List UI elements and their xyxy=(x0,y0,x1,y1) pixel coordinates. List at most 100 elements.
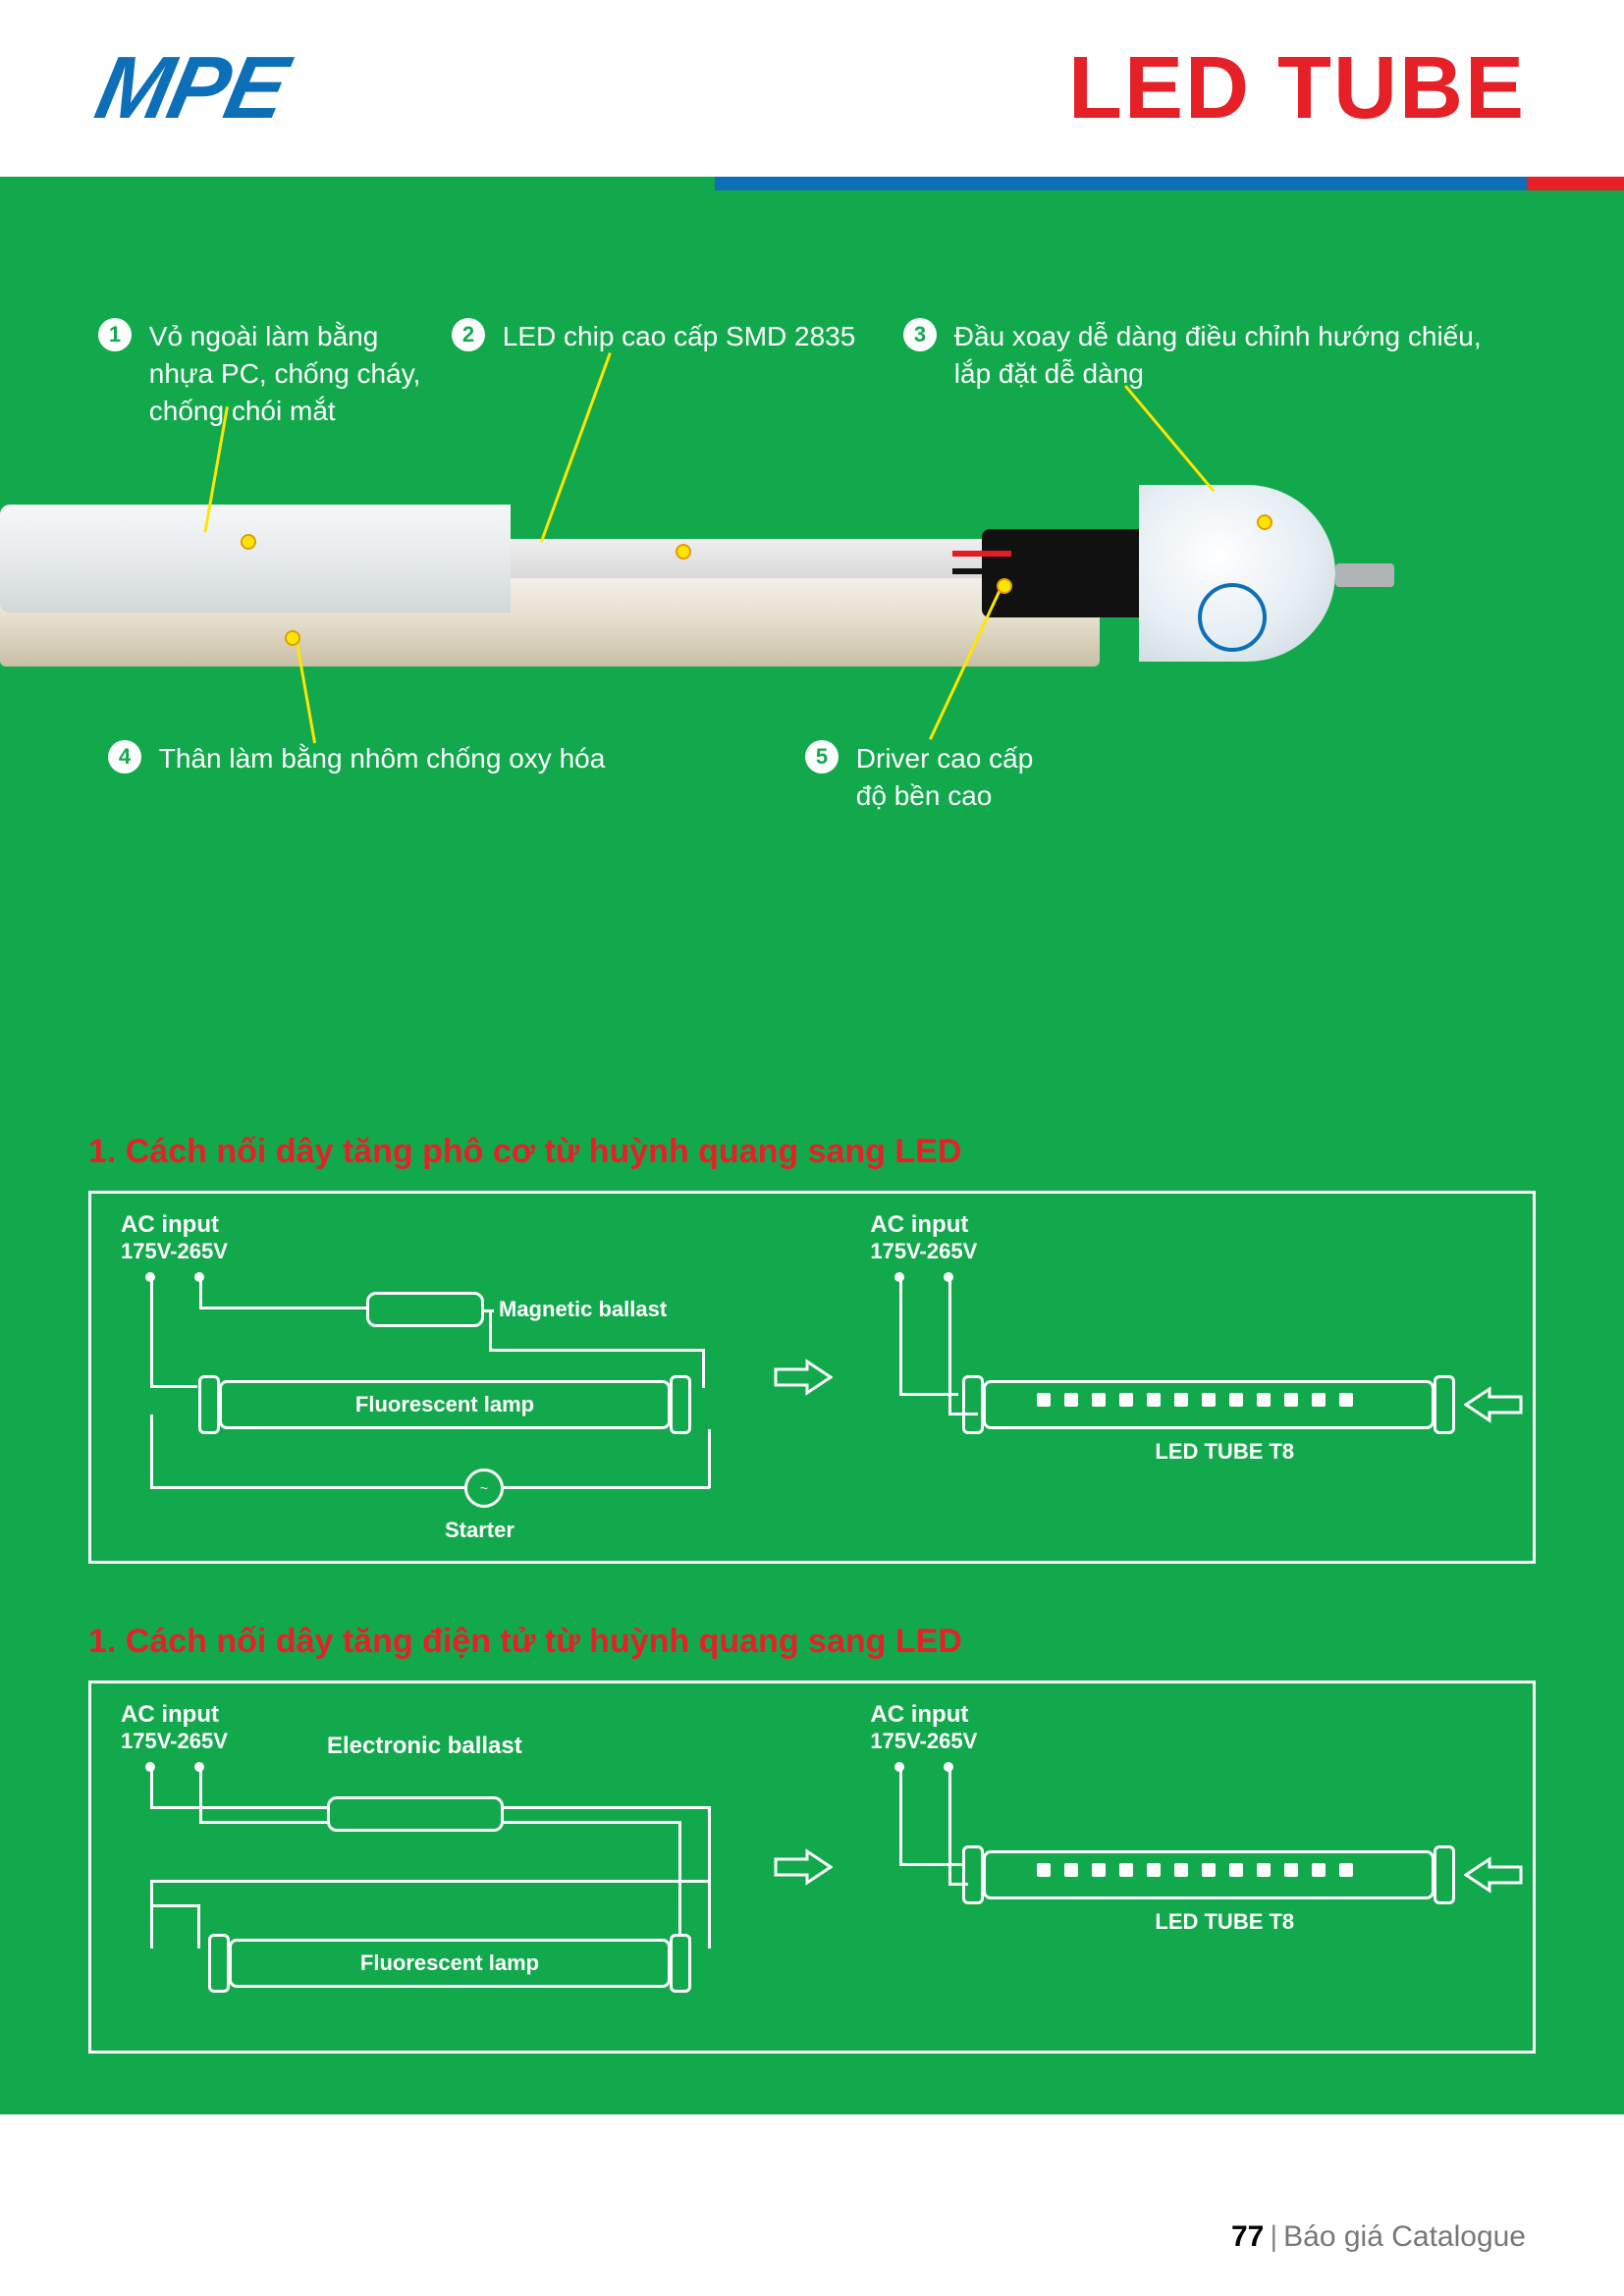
section-1-title: 1. Cách nối dây tăng phô cơ từ huỳnh qua… xyxy=(88,1133,1536,1171)
wire xyxy=(150,1486,464,1489)
electronic-ballast-label: Electronic ballast xyxy=(327,1733,522,1760)
pointer-dot-5 xyxy=(997,578,1012,594)
header-stripe xyxy=(0,177,1624,190)
section-2: 1. Cách nối dây tăng điện tử từ huỳnh qu… xyxy=(88,1623,1536,2054)
ac-input-text-1l: AC input xyxy=(121,1211,228,1239)
fluorescent-lamp-2: Fluorescent lamp xyxy=(229,1939,671,1988)
wire xyxy=(708,1806,711,1949)
transition-arrow-icon xyxy=(774,1358,833,1397)
wire xyxy=(948,1767,951,1885)
diagram-1-left: AC input 175V-265V Magnetic ballast xyxy=(91,1194,784,1561)
stripe-blue xyxy=(715,177,1527,190)
light-arrow-icon xyxy=(1464,1855,1523,1895)
lamp-cap-icon xyxy=(1434,1845,1455,1904)
page-header: MPE LED TUBE xyxy=(0,0,1624,177)
main-content: 1 Vỏ ngoài làm bằng nhựa PC, chống cháy,… xyxy=(0,190,1624,2114)
starter-label: Starter xyxy=(445,1518,514,1543)
wire xyxy=(708,1429,711,1488)
callout-2-number: 2 xyxy=(452,318,485,351)
wire xyxy=(702,1349,705,1388)
diagram-1-right: AC input 175V-265V LED TUBE T8 xyxy=(840,1194,1533,1561)
tube-pcb xyxy=(511,539,982,578)
diagram-2-right: AC input 175V-265V LED TUBE T8 xyxy=(840,1683,1533,2051)
tube-driver xyxy=(982,529,1159,617)
led-chip-row-icon xyxy=(1037,1863,1353,1877)
callout-5: 5 Driver cao cấp độ bền cao xyxy=(805,740,1033,815)
wire xyxy=(504,1486,710,1489)
wire xyxy=(199,1277,202,1307)
callout-1: 1 Vỏ ngoài làm bằng nhựa PC, chống cháy,… xyxy=(98,318,420,429)
light-arrow-icon xyxy=(1464,1385,1523,1424)
wire xyxy=(899,1863,963,1866)
wire xyxy=(150,1767,153,1806)
certification-stamp-icon xyxy=(1198,583,1267,652)
product-callouts: 1 Vỏ ngoài làm bằng nhựa PC, chống cháy,… xyxy=(0,190,1624,936)
ac-range-text-2l: 175V-265V xyxy=(121,1729,228,1754)
wire xyxy=(150,1806,327,1809)
wire xyxy=(150,1880,710,1883)
magnetic-ballast-label: Magnetic ballast xyxy=(499,1297,667,1322)
ac-input-label-2l: AC input 175V-265V xyxy=(121,1701,228,1754)
callout-4-text: Thân làm bằng nhôm chống oxy hóa xyxy=(159,740,606,777)
callout-3-text: Đầu xoay dễ dàng điều chỉnh hướng chiếu,… xyxy=(954,318,1482,393)
page-footer: 77 | Báo giá Catalogue xyxy=(0,2178,1624,2296)
lamp-cap-icon xyxy=(208,1934,230,1993)
callout-3-number: 3 xyxy=(903,318,937,351)
section-1-diagram: AC input 175V-265V Magnetic ballast xyxy=(88,1191,1536,1564)
callout-1-number: 1 xyxy=(98,318,132,351)
led-tube-label-1: LED TUBE T8 xyxy=(1155,1439,1294,1465)
stripe-green xyxy=(0,177,715,190)
ac-range-text-1r: 175V-265V xyxy=(870,1239,977,1264)
lamp-cap-icon xyxy=(670,1375,691,1434)
lamp-cap-icon xyxy=(1434,1375,1455,1434)
section-2-diagram: AC input 175V-265V Electronic ballast xyxy=(88,1681,1536,2054)
section-2-title: 1. Cách nối dây tăng điện tử từ huỳnh qu… xyxy=(88,1623,1536,1661)
wire xyxy=(150,1904,199,1907)
wire xyxy=(150,1880,153,1949)
wire xyxy=(150,1385,197,1388)
lamp-cap-icon xyxy=(198,1375,220,1434)
section-1: 1. Cách nối dây tăng phô cơ từ huỳnh qua… xyxy=(88,936,1536,1564)
diagram-2-left: AC input 175V-265V Electronic ballast xyxy=(91,1683,784,2051)
wire xyxy=(899,1393,958,1396)
ac-range-text-2r: 175V-265V xyxy=(870,1729,977,1754)
wire xyxy=(197,1904,200,1949)
callout-5-number: 5 xyxy=(805,740,839,774)
footer-separator: | xyxy=(1270,2220,1277,2254)
pointer-line-3 xyxy=(1124,385,1215,492)
starter-icon: ~ xyxy=(464,1468,504,1508)
wire xyxy=(199,1767,202,1821)
brand-logo: MPE xyxy=(87,38,295,139)
page-number: 77 xyxy=(1231,2220,1264,2254)
callout-5-text: Driver cao cấp độ bền cao xyxy=(856,740,1034,815)
led-tube-label-2: LED TUBE T8 xyxy=(1155,1909,1294,1935)
pointer-dot-3 xyxy=(1257,514,1272,530)
tube-cover xyxy=(0,505,511,613)
wire xyxy=(199,1307,366,1309)
callout-1-text: Vỏ ngoài làm bằng nhựa PC, chống cháy, c… xyxy=(149,318,421,429)
wire xyxy=(899,1767,902,1865)
stripe-red xyxy=(1527,177,1624,190)
lamp-cap-icon xyxy=(670,1934,691,1993)
callout-2-text: LED chip cao cấp SMD 2835 xyxy=(503,318,856,355)
wire xyxy=(489,1349,705,1352)
transition-arrow-icon xyxy=(774,1847,833,1887)
wire xyxy=(678,1821,681,1934)
wire xyxy=(899,1277,902,1395)
wire xyxy=(150,1415,153,1488)
fluorescent-lamp-1: Fluorescent lamp xyxy=(219,1380,671,1429)
pointer-dot-2 xyxy=(676,544,691,560)
ac-input-label-2r: AC input 175V-265V xyxy=(870,1701,977,1754)
callout-4: 4 Thân làm bằng nhôm chống oxy hóa xyxy=(108,740,605,777)
wire xyxy=(504,1821,680,1824)
page-title: LED TUBE xyxy=(1068,38,1526,139)
wire xyxy=(489,1309,492,1349)
product-illustration xyxy=(0,485,1624,681)
ac-input-text-1r: AC input xyxy=(870,1211,977,1239)
electronic-ballast xyxy=(327,1796,504,1832)
wire xyxy=(150,1277,153,1385)
callout-4-number: 4 xyxy=(108,740,141,774)
led-chip-row-icon xyxy=(1037,1393,1353,1407)
fluorescent-lamp-label-2: Fluorescent lamp xyxy=(360,1950,539,1976)
pointer-dot-1 xyxy=(241,534,256,550)
